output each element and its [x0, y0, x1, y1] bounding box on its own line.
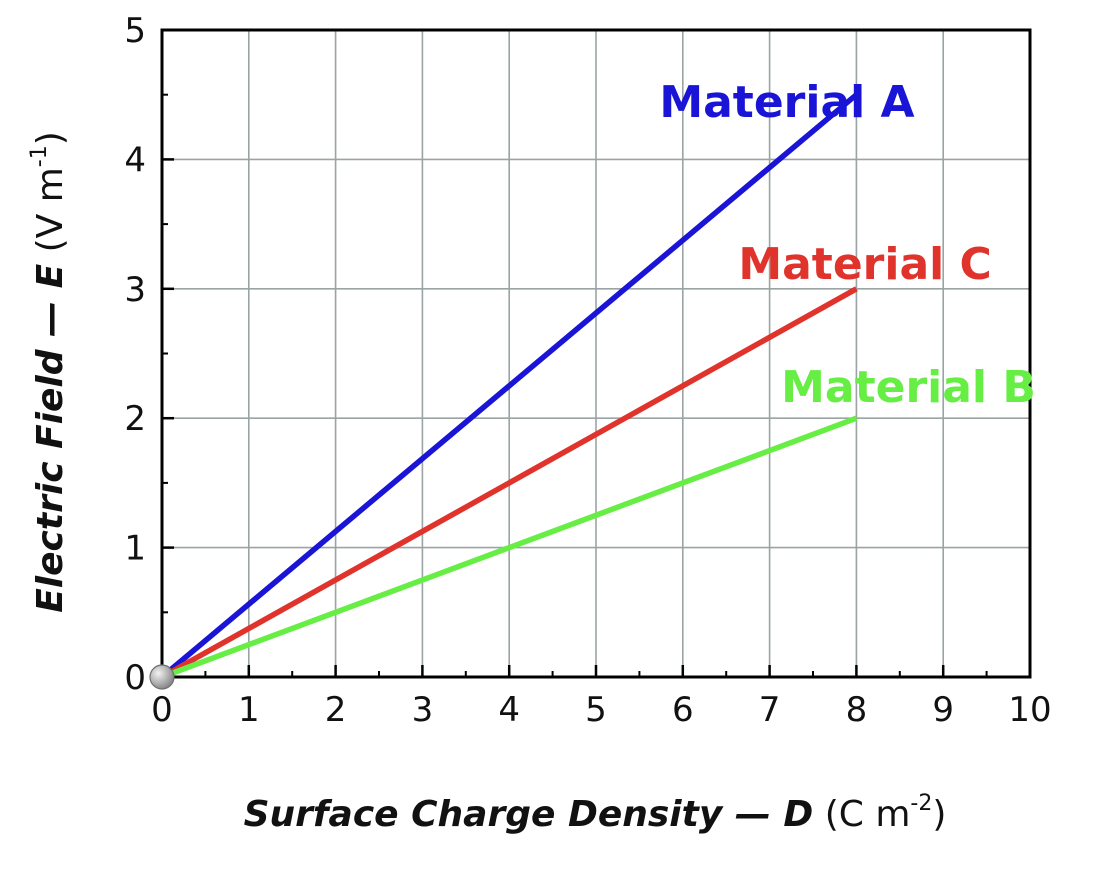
- x-tick-label-0: 0: [151, 690, 173, 730]
- axis-ticks: 0 1 2 3 4 5 6 7 8 9 10 0 1 2 3 4 5: [124, 11, 1051, 730]
- series-label-material-c: Material C: [738, 239, 992, 290]
- y-tick-label-1: 1: [124, 529, 146, 569]
- x-tick-label-9: 9: [932, 690, 954, 730]
- y-tick-label-5: 5: [124, 11, 146, 51]
- y-tick-label-4: 4: [124, 140, 146, 180]
- x-tick-label-4: 4: [498, 690, 520, 730]
- origin-marker: [149, 664, 175, 690]
- x-tick-label-10: 10: [1008, 690, 1051, 730]
- x-axis-title-unit: (C m: [813, 794, 910, 835]
- y-tick-label-2: 2: [124, 399, 146, 439]
- series-lines: [160, 92, 859, 680]
- series-line-material-b: [161, 415, 858, 680]
- x-axis-title: Surface Charge Density — D (C m-2): [244, 791, 947, 835]
- x-tick-label-3: 3: [412, 690, 434, 730]
- x-tick-label-2: 2: [325, 690, 347, 730]
- series-line-material-a: [160, 92, 859, 680]
- x-axis-title-name: Surface Charge Density —: [244, 794, 784, 835]
- y-axis-title-unit-close: ): [30, 131, 71, 145]
- series-label-material-a: Material A: [659, 77, 914, 128]
- x-axis-title-unit-close: ): [932, 794, 946, 835]
- y-axis-title: Electric Field — E (V m-1): [27, 131, 71, 613]
- series-label-material-b: Material B: [781, 362, 1036, 413]
- series-labels: Material A Material C Material B: [149, 77, 1036, 690]
- grid: [162, 30, 1030, 677]
- x-tick-label-5: 5: [585, 690, 607, 730]
- x-axis-title-unit-exponent: -2: [910, 791, 932, 816]
- x-tick-label-8: 8: [846, 690, 868, 730]
- y-tick-label-3: 3: [124, 270, 146, 310]
- x-axis-title-symbol: D: [783, 794, 813, 835]
- y-axis-title-name: Electric Field —: [30, 288, 71, 612]
- x-tick-label-7: 7: [759, 690, 781, 730]
- x-tick-label-6: 6: [672, 690, 694, 730]
- x-tick-label-1: 1: [238, 690, 260, 730]
- y-axis-title-unit: (V m: [30, 167, 71, 264]
- y-axis-title-symbol: E: [30, 263, 71, 288]
- series-line-material-c: [160, 286, 858, 680]
- y-tick-label-0: 0: [124, 658, 146, 698]
- y-axis-title-unit-exponent: -1: [27, 145, 52, 167]
